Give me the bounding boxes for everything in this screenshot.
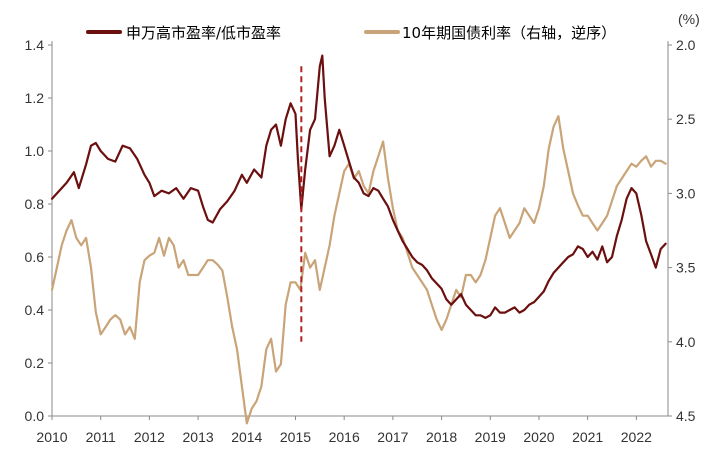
series-line-pe-ratio [50,54,667,319]
right-tick-label: 4.0 [676,334,696,350]
x-tick-label: 2022 [621,429,652,445]
x-tick-label: 2014 [231,429,262,445]
left-tick-label: 0.8 [25,196,45,212]
right-tick-label: 2.0 [676,37,696,53]
left-tick-label: 0.6 [25,249,45,265]
tick-labels: 0.0 0.2 0.4 0.6 0.8 1.0 1.2 1.4 2.0 2.5 3.0 3.5 4.0 4… [25,37,696,445]
series [50,54,667,425]
legend-label-pe-ratio: 申万高市盈率/低市盈率 [126,24,281,42]
x-tick-label: 2012 [134,429,165,445]
left-tick-label: 0.4 [25,302,45,318]
left-tick-label: 1.2 [25,90,45,106]
x-tick-label: 2020 [523,429,554,445]
legend: 申万高市盈率/低市盈率 10年期国债利率（右轴，逆序） [86,24,616,42]
x-tick-label: 2010 [36,429,67,445]
x-tick-label: 2017 [377,429,408,445]
x-tick-label: 2015 [280,429,311,445]
legend-label-bond-yield: 10年期国债利率（右轴，逆序） [402,24,616,42]
series-line-bond-yield [50,115,667,425]
left-tick-label: 0.2 [25,355,45,371]
x-tick-label: 2019 [475,429,506,445]
axes [48,41,672,420]
x-tick-label: 2016 [329,429,360,445]
right-axis-unit: (%) [678,11,700,27]
x-tick-label: 2011 [86,429,116,445]
x-tick-label: 2021 [572,429,603,445]
right-tick-label: 2.5 [676,111,696,127]
left-tick-label: 0.0 [25,408,45,424]
right-tick-label: 4.5 [676,408,696,424]
right-tick-label: 3.0 [676,185,696,201]
right-tick-label: 3.5 [676,260,696,276]
x-tick-label: 2013 [183,429,214,445]
left-tick-label: 1.0 [25,143,45,159]
left-tick-label: 1.4 [25,37,45,53]
x-tick-label: 2018 [426,429,457,445]
